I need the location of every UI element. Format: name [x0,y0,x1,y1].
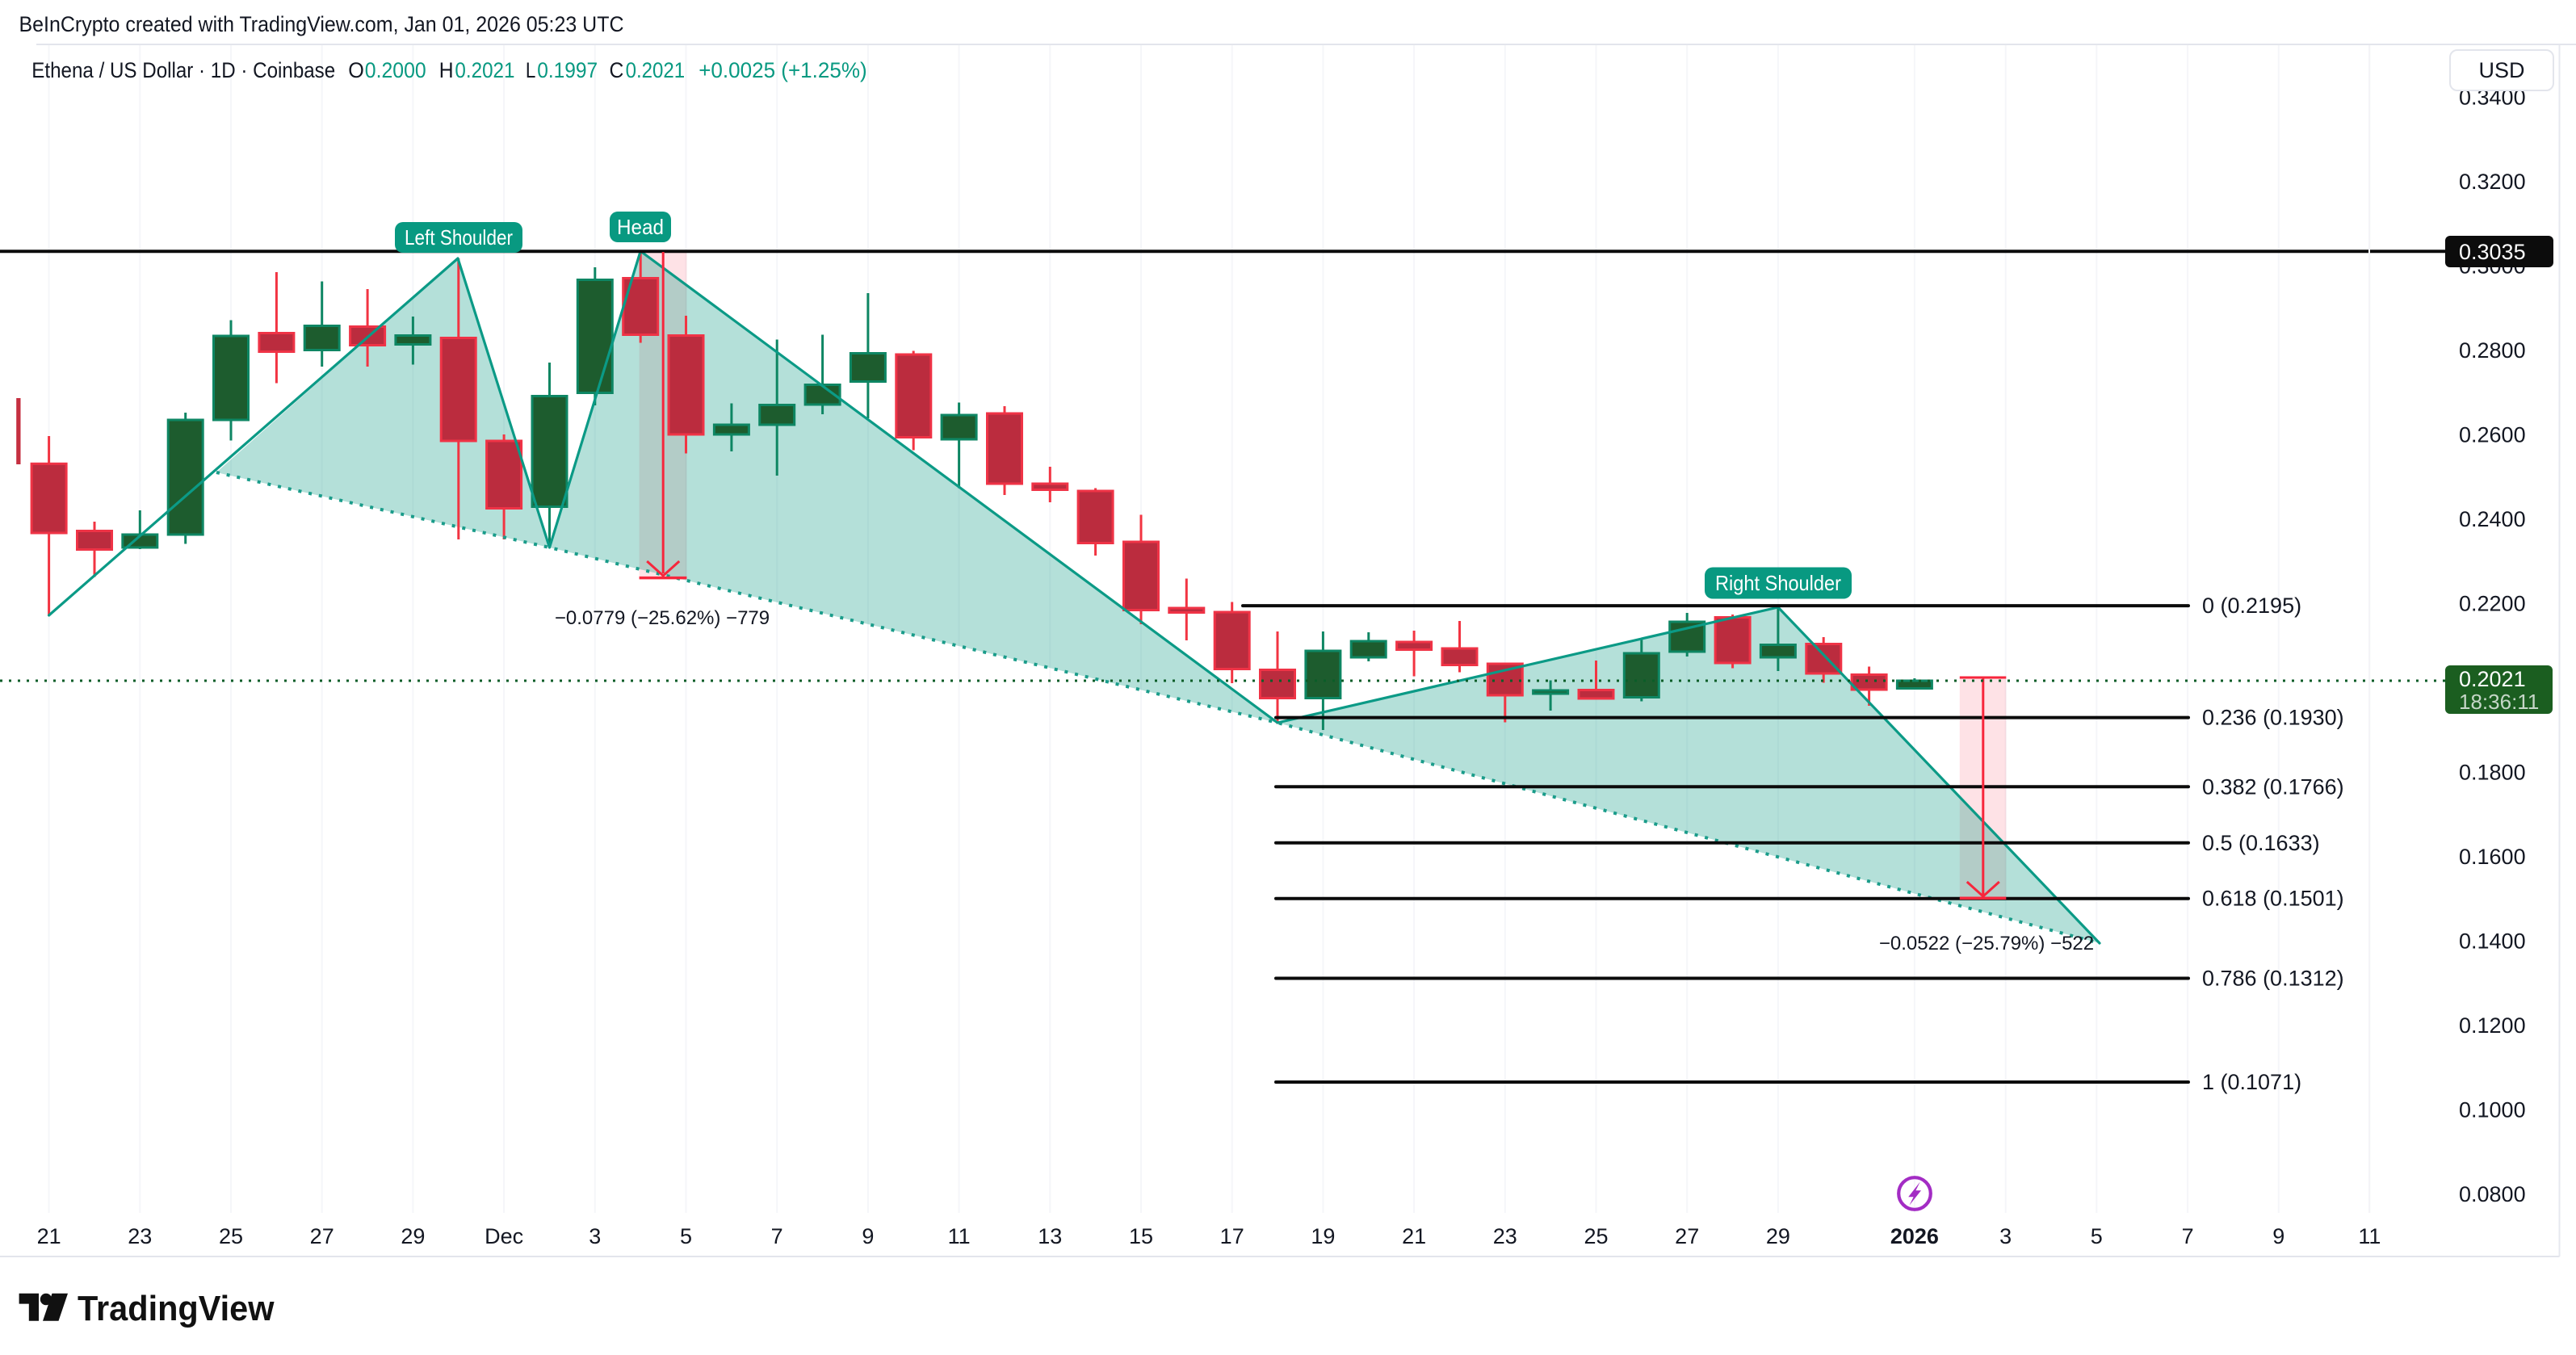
svg-text:1 (0.1071): 1 (0.1071) [2202,1070,2301,1094]
svg-text:Dec: Dec [485,1224,523,1248]
svg-text:0.382 (0.1766): 0.382 (0.1766) [2202,774,2344,799]
svg-text:O: O [348,58,364,82]
svg-text:Head: Head [617,215,664,239]
svg-text:C: C [610,58,624,82]
svg-text:0.3035: 0.3035 [2459,240,2526,264]
svg-text:11: 11 [948,1224,971,1248]
svg-text:L: L [526,58,536,82]
svg-text:0.2021: 0.2021 [2459,667,2526,691]
svg-text:TradingView: TradingView [78,1289,275,1328]
svg-text:Ethena / US Dollar · 1D · Coin: Ethena / US Dollar · 1D · Coinbase [31,58,335,82]
svg-text:5: 5 [2091,1224,2103,1248]
svg-text:23: 23 [128,1224,152,1248]
svg-text:0.5 (0.1633): 0.5 (0.1633) [2202,831,2320,855]
svg-text:0.1800: 0.1800 [2459,761,2526,785]
svg-text:21: 21 [1402,1224,1426,1248]
svg-text:0.1200: 0.1200 [2459,1013,2526,1038]
svg-text:0.1000: 0.1000 [2459,1098,2526,1122]
svg-text:0.2021: 0.2021 [626,58,686,82]
svg-text:Left Shoulder: Left Shoulder [405,225,513,250]
svg-text:18:36:11: 18:36:11 [2459,690,2539,714]
svg-text:29: 29 [401,1224,425,1248]
svg-text:+0.0025 (+1.25%): +0.0025 (+1.25%) [699,58,866,82]
svg-text:0.0800: 0.0800 [2459,1182,2526,1206]
svg-text:7: 7 [2182,1224,2194,1248]
svg-text:15: 15 [1129,1224,1153,1248]
svg-text:17: 17 [1220,1224,1244,1248]
svg-text:3: 3 [1999,1224,2012,1248]
svg-text:H: H [439,58,454,82]
svg-text:9: 9 [862,1224,874,1248]
svg-text:0.2600: 0.2600 [2459,423,2526,447]
svg-text:0.1600: 0.1600 [2459,845,2526,869]
svg-text:−0.0779 (−25.62%) −779: −0.0779 (−25.62%) −779 [555,607,770,629]
svg-text:27: 27 [310,1224,334,1248]
svg-text:5: 5 [680,1224,692,1248]
svg-text:BeInCrypto created with Tradin: BeInCrypto created with TradingView.com,… [19,12,624,36]
svg-text:−0.0522 (−25.79%) −522: −0.0522 (−25.79%) −522 [1879,933,2094,954]
svg-text:23: 23 [1493,1224,1517,1248]
svg-text:Right Shoulder: Right Shoulder [1715,571,1841,595]
svg-text:0 (0.2195): 0 (0.2195) [2202,594,2301,618]
svg-text:0.2400: 0.2400 [2459,507,2526,531]
svg-text:19: 19 [1311,1224,1335,1248]
svg-text:0.786 (0.1312): 0.786 (0.1312) [2202,967,2344,991]
svg-text:USD: USD [2478,58,2524,82]
svg-text:0.2800: 0.2800 [2459,338,2526,363]
svg-text:0.618 (0.1501): 0.618 (0.1501) [2202,887,2344,911]
svg-text:27: 27 [1675,1224,1699,1248]
svg-text:0.2021: 0.2021 [455,58,514,82]
svg-text:0.1997: 0.1997 [537,58,598,82]
svg-text:11: 11 [2358,1224,2381,1248]
svg-text:0.236 (0.1930): 0.236 (0.1930) [2202,706,2344,730]
svg-text:0.1400: 0.1400 [2459,929,2526,954]
svg-text:25: 25 [1584,1224,1608,1248]
svg-text:9: 9 [2272,1224,2284,1248]
svg-text:0.2200: 0.2200 [2459,592,2526,616]
svg-text:25: 25 [219,1224,243,1248]
svg-text:21: 21 [37,1224,61,1248]
svg-text:29: 29 [1766,1224,1790,1248]
svg-text:7: 7 [771,1224,783,1248]
svg-text:0.2000: 0.2000 [365,58,426,82]
svg-text:13: 13 [1038,1224,1062,1248]
svg-text:3: 3 [589,1224,601,1248]
svg-text:2026: 2026 [1890,1224,1939,1248]
svg-text:0.3200: 0.3200 [2459,170,2526,194]
